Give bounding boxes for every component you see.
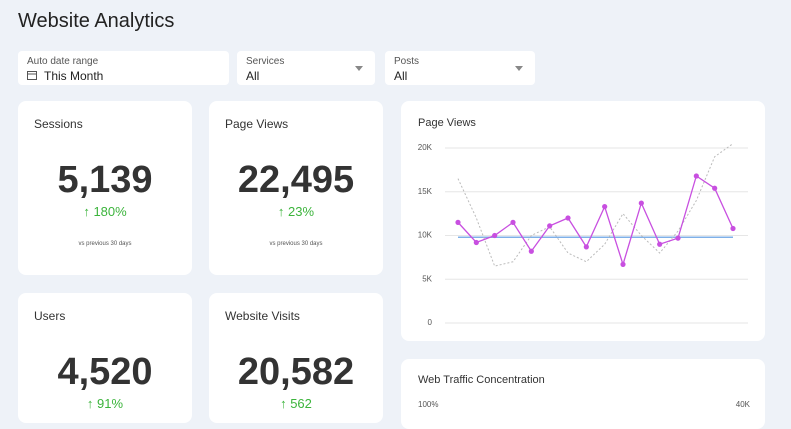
page-title: Website Analytics bbox=[18, 10, 175, 32]
kpi-value: 5,139 bbox=[57, 159, 153, 201]
data-point bbox=[528, 248, 534, 254]
data-point bbox=[602, 204, 608, 210]
kpi-change: ↑ 91% bbox=[86, 396, 124, 411]
kpi-change: ↑ 562 bbox=[280, 396, 312, 411]
kpi-card: Users 4,520 ↑ 91% bbox=[18, 293, 192, 423]
charts: Page Views Web Traffic Concentration 100… bbox=[418, 117, 751, 409]
kpi-change-value: 180% bbox=[93, 204, 127, 219]
filter-value: All bbox=[394, 69, 408, 83]
y-tick-label: 100% bbox=[418, 400, 438, 409]
kpi-title: Users bbox=[34, 309, 66, 323]
y-tick-label: 15K bbox=[418, 187, 433, 196]
kpi-title: Page Views bbox=[225, 117, 289, 131]
filter-label: Auto date range bbox=[27, 56, 99, 67]
data-point bbox=[638, 200, 644, 206]
chart-title: Web Traffic Concentration bbox=[418, 374, 545, 386]
series-line bbox=[457, 174, 734, 267]
kpi-change-value: 23% bbox=[288, 204, 315, 219]
kpi-change: ↑ 180% bbox=[83, 204, 127, 219]
filter-label: Services bbox=[246, 56, 285, 67]
data-point bbox=[583, 244, 589, 250]
data-point bbox=[492, 232, 498, 239]
dropdown-caret bbox=[515, 66, 523, 71]
y-tick-label: 5K bbox=[422, 274, 432, 283]
data-point bbox=[510, 219, 516, 225]
kpi-change: ↑ 23% bbox=[277, 204, 315, 219]
y-tick-label: 0 bbox=[428, 318, 433, 327]
date-filter[interactable]: Auto date range This Month bbox=[18, 51, 229, 85]
filter-value: This Month bbox=[44, 69, 104, 83]
kpi-note: vs previous 30 days bbox=[78, 241, 132, 247]
data-point bbox=[547, 223, 553, 229]
data-point bbox=[730, 225, 736, 232]
data-point bbox=[675, 235, 681, 241]
kpi-change-value: 562 bbox=[290, 396, 312, 411]
filter-label: Posts bbox=[394, 56, 420, 67]
data-point bbox=[455, 219, 461, 225]
kpi-note: vs previous 30 days bbox=[269, 241, 323, 247]
kpi-title: Website Visits bbox=[225, 309, 300, 323]
filter-value: All bbox=[246, 69, 260, 83]
kpi-value: 4,520 bbox=[57, 351, 153, 393]
kpi-card: Page Views 22,495 ↑ 23% vs previous 30 d… bbox=[209, 101, 383, 275]
kpi-value: 22,495 bbox=[237, 159, 355, 201]
y-tick-label: 20K bbox=[418, 143, 433, 152]
data-point bbox=[693, 173, 699, 179]
data-point bbox=[712, 185, 718, 191]
calendar-icon bbox=[27, 71, 37, 80]
y-tick-label: 10K bbox=[418, 231, 433, 240]
kpi-title: Sessions bbox=[34, 117, 83, 131]
kpi-card: Website Visits 20,582 ↑ 562 bbox=[209, 293, 383, 423]
kpi-card: Sessions 5,139 ↑ 180% vs previous 30 day… bbox=[18, 101, 192, 275]
data-point bbox=[565, 215, 571, 221]
services-filter[interactable]: Services All bbox=[237, 51, 375, 85]
data-point bbox=[620, 261, 626, 267]
y2-tick-label: 40K bbox=[736, 400, 751, 409]
data-point bbox=[473, 239, 479, 246]
chart-title: Page Views bbox=[418, 117, 476, 129]
dashboard: Website Analytics Auto date range This M… bbox=[18, 10, 765, 429]
data-point bbox=[657, 241, 663, 247]
dropdown-caret bbox=[355, 66, 363, 71]
posts-filter[interactable]: Posts All bbox=[385, 51, 535, 85]
series-line bbox=[457, 143, 734, 267]
kpi-change-value: 91% bbox=[97, 396, 124, 411]
kpi-value: 20,582 bbox=[237, 351, 355, 393]
chart-card bbox=[401, 101, 765, 341]
